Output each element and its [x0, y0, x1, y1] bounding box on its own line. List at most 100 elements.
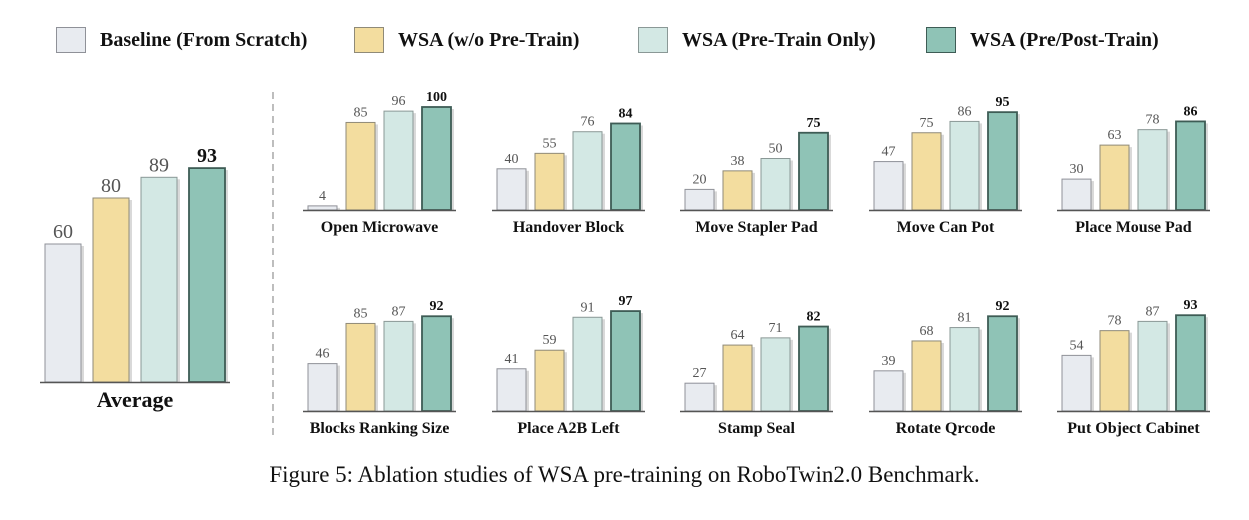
- value-label-handover-block-0: 40: [505, 152, 519, 167]
- bar-put-object-cabinet-1: [1099, 330, 1130, 412]
- chart-title-place-a2b-left: Place A2B Left: [517, 420, 620, 437]
- legend-label-baseline: Baseline (From Scratch): [100, 28, 308, 51]
- bar-move-stapler-pad-1: [722, 170, 753, 211]
- bar-open-microwave-3: [421, 106, 452, 211]
- value-label-rotate-qrcode-1: 68: [920, 324, 934, 339]
- legend-item-wsa-pre-post-train: WSA (Pre/Post-Train): [926, 22, 1159, 58]
- value-label-move-can-pot-3: 95: [996, 95, 1010, 110]
- bar-place-a2b-left-1: [534, 349, 565, 412]
- value-label-rotate-qrcode-3: 92: [996, 299, 1010, 314]
- value-label-stamp-seal-0: 27: [693, 366, 707, 381]
- value-label-rotate-qrcode-2: 81: [958, 311, 972, 326]
- bar-blocks-ranking-size-0: [307, 363, 338, 412]
- value-label-move-stapler-pad-0: 20: [693, 172, 707, 187]
- value-label-place-a2b-left-1: 59: [543, 333, 557, 348]
- value-label-blocks-ranking-size-0: 46: [316, 347, 330, 362]
- bar-place-mouse-pad-3: [1175, 120, 1206, 211]
- bar-average-0: [44, 243, 82, 383]
- bar-put-object-cabinet-0: [1061, 354, 1092, 412]
- value-label-stamp-seal-3: 82: [807, 310, 821, 325]
- value-label-place-mouse-pad-1: 63: [1108, 128, 1122, 143]
- value-label-place-a2b-left-2: 91: [581, 300, 595, 315]
- bar-open-microwave-2: [383, 110, 414, 211]
- bar-place-a2b-left-0: [496, 368, 527, 412]
- bar-place-a2b-left-3: [610, 310, 641, 412]
- value-label-stamp-seal-1: 64: [731, 328, 745, 343]
- bar-move-can-pot-1: [911, 132, 942, 211]
- bar-handover-block-0: [496, 168, 527, 211]
- legend-swatch-baseline: [56, 27, 86, 53]
- legend-label-wsa-no-pretrain: WSA (w/o Pre-Train): [398, 28, 580, 51]
- bar-handover-block-1: [534, 152, 565, 211]
- bar-move-can-pot-3: [987, 111, 1018, 211]
- chart-title-blocks-ranking-size: Blocks Ranking Size: [310, 420, 450, 437]
- bar-rotate-qrcode-3: [987, 315, 1018, 412]
- bar-handover-block-2: [572, 131, 603, 211]
- legend-item-wsa-no-pretrain: WSA (w/o Pre-Train): [354, 22, 579, 58]
- value-label-move-stapler-pad-2: 50: [769, 142, 783, 157]
- value-label-blocks-ranking-size-3: 92: [430, 299, 444, 314]
- value-label-place-mouse-pad-2: 78: [1146, 113, 1160, 128]
- value-label-blocks-ranking-size-2: 87: [392, 304, 406, 319]
- bar-place-mouse-pad-1: [1099, 144, 1130, 211]
- bar-place-mouse-pad-2: [1137, 129, 1168, 211]
- value-label-average-1: 80: [101, 175, 121, 197]
- figure-caption: Figure 5: Ablation studies of WSA pre-tr…: [269, 462, 980, 487]
- value-label-handover-block-3: 84: [619, 106, 633, 121]
- legend-item-wsa-pretrain-only: WSA (Pre-Train Only): [638, 22, 876, 58]
- value-label-average-0: 60: [53, 221, 73, 243]
- legend-label-wsa-pre-post-train: WSA (Pre/Post-Train): [970, 28, 1159, 51]
- value-label-rotate-qrcode-0: 39: [882, 354, 896, 369]
- bar-put-object-cabinet-3: [1175, 314, 1206, 412]
- bar-rotate-qrcode-1: [911, 340, 942, 412]
- chart-title-rotate-qrcode: Rotate Qrcode: [896, 420, 996, 437]
- bar-stamp-seal-2: [760, 337, 791, 412]
- bar-put-object-cabinet-2: [1137, 320, 1168, 412]
- bar-move-stapler-pad-0: [684, 188, 715, 211]
- bar-stamp-seal-3: [798, 325, 829, 412]
- value-label-put-object-cabinet-2: 87: [1146, 304, 1160, 319]
- bar-blocks-ranking-size-3: [421, 315, 452, 412]
- bar-blocks-ranking-size-2: [383, 320, 414, 412]
- value-label-move-stapler-pad-3: 75: [807, 116, 821, 131]
- value-label-handover-block-2: 76: [581, 115, 595, 130]
- value-label-move-can-pot-2: 86: [958, 104, 972, 119]
- value-label-place-a2b-left-3: 97: [619, 294, 633, 309]
- value-label-handover-block-1: 55: [543, 136, 557, 151]
- bar-place-a2b-left-2: [572, 316, 603, 412]
- value-label-open-microwave-0: 4: [319, 189, 326, 204]
- value-label-put-object-cabinet-0: 54: [1070, 338, 1084, 353]
- bar-rotate-qrcode-0: [873, 370, 904, 412]
- chart-title-average: Average: [97, 387, 174, 412]
- bar-move-can-pot-0: [873, 161, 904, 211]
- value-label-blocks-ranking-size-1: 85: [354, 306, 368, 321]
- bar-place-mouse-pad-0: [1061, 178, 1092, 211]
- bar-open-microwave-1: [345, 121, 376, 211]
- chart-title-handover-block: Handover Block: [513, 219, 624, 236]
- bar-move-stapler-pad-2: [760, 158, 791, 211]
- value-label-open-microwave-1: 85: [354, 105, 368, 120]
- bar-rotate-qrcode-2: [949, 327, 980, 412]
- chart-title-put-object-cabinet: Put Object Cabinet: [1067, 420, 1200, 437]
- bar-stamp-seal-1: [722, 344, 753, 412]
- bar-average-1: [92, 197, 130, 383]
- bar-blocks-ranking-size-1: [345, 322, 376, 412]
- value-label-place-mouse-pad-3: 86: [1184, 104, 1198, 119]
- legend-swatch-wsa-no-pretrain: [354, 27, 384, 53]
- bar-average-3: [188, 167, 226, 383]
- value-label-open-microwave-2: 96: [392, 94, 406, 109]
- legend-item-baseline: Baseline (From Scratch): [56, 22, 307, 58]
- bar-move-can-pot-2: [949, 120, 980, 211]
- bar-move-stapler-pad-3: [798, 131, 829, 211]
- chart-title-move-stapler-pad: Move Stapler Pad: [695, 219, 817, 236]
- chart-title-stamp-seal: Stamp Seal: [718, 420, 795, 437]
- value-label-place-mouse-pad-0: 30: [1070, 162, 1084, 177]
- value-label-open-microwave-3: 100: [426, 90, 447, 105]
- legend-swatch-wsa-pre-post-train: [926, 27, 956, 53]
- bar-handover-block-3: [610, 122, 641, 211]
- bar-open-microwave-0: [307, 205, 338, 211]
- legend-swatch-wsa-pretrain-only: [638, 27, 668, 53]
- value-label-move-stapler-pad-1: 38: [731, 154, 745, 169]
- value-label-put-object-cabinet-1: 78: [1108, 314, 1122, 329]
- value-label-move-can-pot-1: 75: [920, 116, 934, 131]
